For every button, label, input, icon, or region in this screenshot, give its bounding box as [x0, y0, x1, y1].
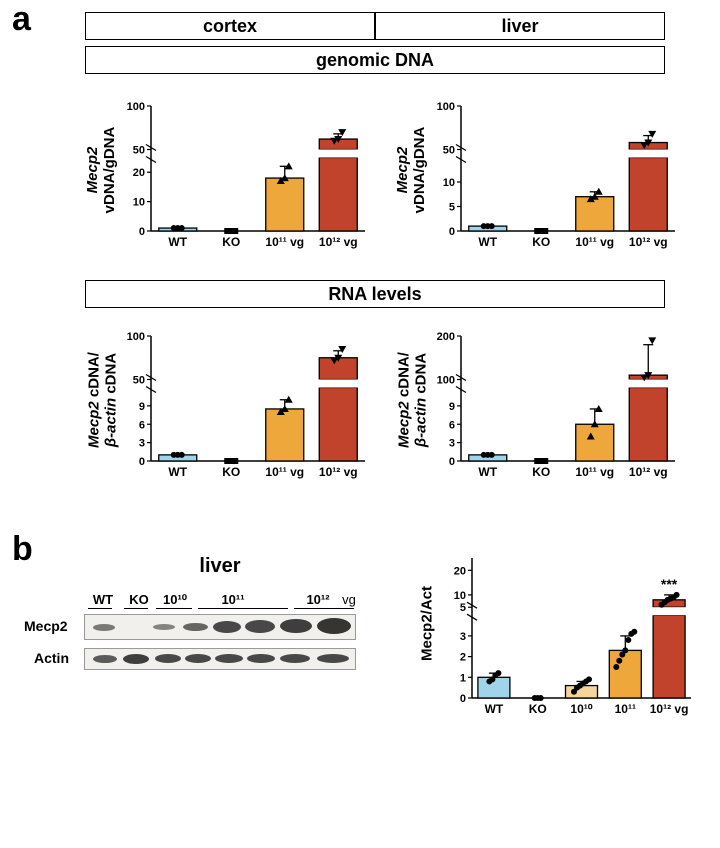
svg-text:6: 6: [449, 419, 455, 431]
svg-text:***: ***: [661, 576, 678, 592]
lane-12: 10¹²: [300, 592, 336, 607]
svg-text:10¹² vg: 10¹² vg: [319, 465, 358, 479]
ylabel-prot: Mecp2/Act: [419, 579, 436, 669]
lane-vg: vg: [338, 592, 360, 607]
chart-svg-a1: 0 10 20 50 100 WT KO 10¹¹ vg 10¹² vg: [123, 98, 383, 253]
chart-protein: Mecp2/Act 0 1 2 3 510 20 WT KO 10¹⁰ 10¹¹ 10¹² vg **…: [400, 550, 700, 720]
ylabel-vdna-1: Mecp2vDNA/gDNA: [84, 110, 118, 230]
svg-text:0: 0: [449, 226, 455, 238]
svg-text:20: 20: [454, 565, 466, 577]
svg-text:KO: KO: [529, 702, 547, 716]
row-label-mecp2: Mecp2: [24, 618, 68, 634]
svg-text:WT: WT: [168, 465, 187, 479]
header-cortex: cortex: [85, 12, 375, 40]
western-title: liver: [170, 555, 270, 578]
lane-underline-ko: [124, 608, 148, 609]
row-label-actin: Actin: [34, 650, 69, 666]
svg-text:10¹² vg: 10¹² vg: [319, 235, 358, 249]
svg-text:10: 10: [443, 177, 455, 189]
svg-text:0: 0: [139, 226, 145, 238]
svg-text:100: 100: [127, 331, 145, 343]
svg-text:WT: WT: [478, 235, 497, 249]
svg-text:5: 5: [460, 602, 466, 614]
lane-wt: WT: [88, 592, 118, 607]
header-liver: liver: [375, 12, 665, 40]
lane-10: 10¹⁰: [157, 592, 193, 608]
chart-cortex-rna: Mecp2 cDNA/β-actin cDNA 0 3 6 9 50 100 WT KO 10¹…: [75, 328, 375, 483]
lane-underline-wt: [88, 608, 112, 609]
svg-text:50: 50: [133, 375, 145, 387]
svg-text:50: 50: [443, 145, 455, 157]
blot-actin-svg: [85, 649, 357, 671]
svg-text:50: 50: [133, 145, 145, 157]
svg-text:KO: KO: [532, 235, 550, 249]
svg-text:10¹¹ vg: 10¹¹ vg: [575, 465, 614, 479]
svg-text:9: 9: [449, 401, 455, 413]
svg-text:10¹¹ vg: 10¹¹ vg: [265, 465, 304, 479]
svg-text:6: 6: [139, 419, 145, 431]
svg-text:WT: WT: [168, 235, 187, 249]
svg-text:10¹² vg: 10¹² vg: [629, 235, 668, 249]
ylabel-cdna-1: Mecp2 cDNA/β-actin cDNA: [86, 333, 120, 468]
lane-underline-12: [294, 608, 354, 609]
svg-text:2: 2: [460, 652, 466, 664]
svg-text:3: 3: [449, 438, 455, 450]
chart-svg-a3: 0 3 6 9 50 100 WT KO 10¹¹ vg 10¹² vg: [123, 328, 383, 483]
svg-text:5: 5: [449, 202, 455, 214]
svg-text:100: 100: [437, 101, 455, 113]
svg-text:10¹¹ vg: 10¹¹ vg: [575, 235, 614, 249]
svg-text:3: 3: [460, 631, 466, 643]
blot-actin-box: [84, 648, 356, 670]
svg-text:3: 3: [139, 438, 145, 450]
svg-text:100: 100: [437, 375, 455, 387]
svg-text:0: 0: [449, 456, 455, 468]
ylabel-vdna-2: Mecp2vDNA/gDNA: [394, 110, 428, 230]
svg-text:10¹² vg: 10¹² vg: [650, 702, 689, 716]
svg-text:KO: KO: [532, 465, 550, 479]
svg-text:10¹⁰: 10¹⁰: [570, 702, 592, 716]
svg-text:1: 1: [460, 672, 466, 684]
svg-text:10¹¹: 10¹¹: [615, 702, 636, 716]
svg-text:10: 10: [133, 197, 145, 209]
header-rna-levels: RNA levels: [85, 280, 665, 308]
svg-text:100: 100: [127, 101, 145, 113]
chart-liver-rna: Mecp2 cDNA/β-actin cDNA 0 3 6 9 100 200 WT KO 10…: [385, 328, 685, 483]
svg-text:20: 20: [133, 167, 145, 179]
svg-text:9: 9: [139, 401, 145, 413]
lane-ko: KO: [124, 592, 154, 607]
svg-text:10¹² vg: 10¹² vg: [629, 465, 668, 479]
header-genomic-dna: genomic DNA: [85, 46, 665, 74]
chart-svg-a2: 0 5 10 50 100 WT KO 10¹¹ vg 10¹² vg: [433, 98, 693, 253]
lane-underline-11: [198, 608, 288, 609]
svg-text:200: 200: [437, 331, 455, 343]
blot-mecp2-box: [84, 614, 356, 640]
svg-text:0: 0: [139, 456, 145, 468]
svg-text:10¹¹ vg: 10¹¹ vg: [265, 235, 304, 249]
svg-text:WT: WT: [485, 702, 504, 716]
chart-svg-b: 0 1 2 3 510 20 WT KO 10¹⁰ 10¹¹ 10¹² vg ***: [444, 550, 704, 720]
panel-a-label: a: [12, 0, 31, 39]
chart-cortex-gdna: Mecp2vDNA/gDNA 0 10 20 50 100 WT KO 10¹¹ vg 10¹²…: [75, 98, 375, 253]
svg-text:KO: KO: [222, 465, 240, 479]
svg-text:0: 0: [460, 693, 466, 705]
lane-underline-10: [156, 608, 192, 609]
svg-text:WT: WT: [478, 465, 497, 479]
panel-b-label: b: [12, 530, 33, 569]
svg-text:10: 10: [454, 590, 466, 602]
chart-liver-gdna: Mecp2vDNA/gDNA 0 5 10 50 100 WT KO 10¹¹ vg 10¹² …: [385, 98, 685, 253]
blot-mecp2-svg: [85, 615, 357, 641]
lane-11: 10¹¹: [215, 592, 251, 607]
ylabel-cdna-2: Mecp2 cDNA/β-actin cDNA: [396, 333, 430, 468]
chart-svg-a4: 0 3 6 9 100 200 WT KO 10¹¹ vg 10¹² vg: [433, 328, 693, 483]
svg-text:KO: KO: [222, 235, 240, 249]
